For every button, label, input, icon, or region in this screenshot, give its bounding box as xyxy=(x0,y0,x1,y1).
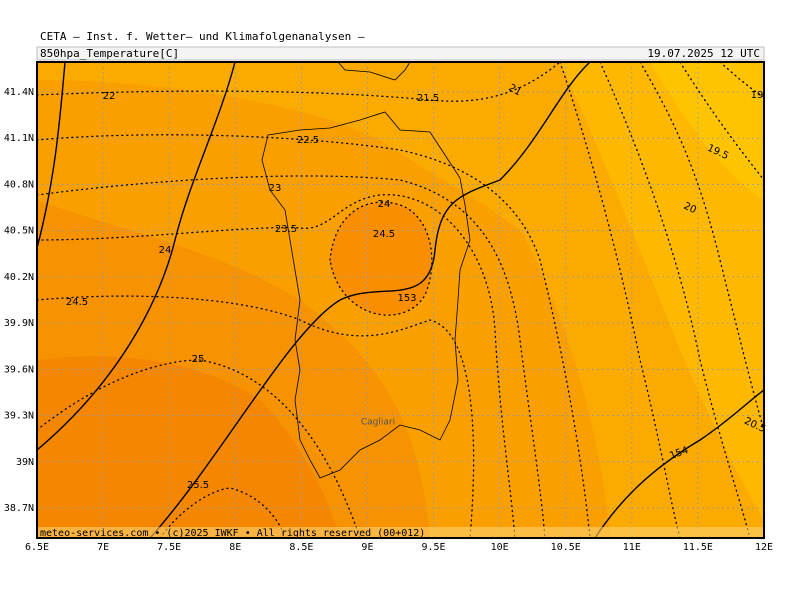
footer: meteo-services.com • (c)2025 IWKF • All … xyxy=(40,528,425,539)
y-tick-label: 39N xyxy=(16,457,34,468)
contour-label: 24 xyxy=(378,199,391,210)
y-tick-label: 40.8N xyxy=(4,179,34,190)
field-coolest xyxy=(650,62,764,200)
header-title: CETA — Inst. f. Wetter— und Klimafolgena… xyxy=(40,30,365,43)
coastline xyxy=(337,61,411,81)
x-tick-label: 9.5E xyxy=(421,542,445,553)
x-tick-label: 8E xyxy=(229,542,241,553)
contour xyxy=(559,61,681,539)
place-label: Cagliari xyxy=(361,418,395,428)
field-mid xyxy=(37,80,610,538)
x-tick-label: 9E xyxy=(361,542,373,553)
contour xyxy=(679,61,765,181)
contour-label: 20 xyxy=(682,201,698,216)
geopotential-line xyxy=(594,389,765,539)
contour-label: 22 xyxy=(103,91,116,102)
geopotential-line xyxy=(36,61,236,451)
contour-label: 25 xyxy=(192,354,205,365)
y-tick-label: 39.9N xyxy=(4,318,34,329)
contour xyxy=(36,61,561,102)
y-tick-label: 41.4N xyxy=(4,87,34,98)
contour xyxy=(36,194,516,539)
geopotential-line xyxy=(36,61,66,249)
y-tick-label: 40.5N xyxy=(4,226,34,237)
y-tick-label: 41.1N xyxy=(4,133,34,144)
field-warmest xyxy=(37,356,340,538)
geopotential-line xyxy=(149,61,591,539)
contour-label: 21.5 xyxy=(417,93,439,104)
contour xyxy=(36,134,591,539)
contour-label: 23 xyxy=(269,183,282,194)
contour xyxy=(329,201,433,316)
contour-label: 25.5 xyxy=(187,480,209,491)
variable: 850hpa_Temperature[C] xyxy=(40,47,179,60)
valid-time: 19.07.2025 12 UTC xyxy=(647,47,760,60)
contour-label: 19 xyxy=(751,90,764,101)
contour xyxy=(159,487,286,539)
contour-label: 24.5 xyxy=(66,297,88,308)
contour xyxy=(719,61,765,98)
contour-label: 23.5 xyxy=(275,224,297,235)
contour xyxy=(599,61,751,539)
field-cool xyxy=(560,62,764,520)
x-tick-label: 11.5E xyxy=(683,542,713,553)
coastline xyxy=(261,111,471,479)
contour-label: 24 xyxy=(159,245,172,256)
contour-label: 153 xyxy=(397,293,416,304)
y-tick-label: 40.2N xyxy=(4,272,34,283)
frame xyxy=(36,61,765,539)
contour xyxy=(36,295,475,539)
y-tick-label: 38.7N xyxy=(4,503,34,514)
contour xyxy=(36,359,361,539)
x-tick-label: 12E xyxy=(755,542,773,553)
x-tick-label: 7.5E xyxy=(157,542,181,553)
x-tick-label: 7E xyxy=(97,542,109,553)
x-tick-label: 8.5E xyxy=(289,542,313,553)
footer-bar xyxy=(37,527,764,538)
contour-label: 24.5 xyxy=(373,229,395,240)
contour xyxy=(639,61,765,431)
y-tick-label: 39.3N xyxy=(4,411,34,422)
header-bar xyxy=(36,46,765,61)
y-tick-label: 39.6N xyxy=(4,364,34,375)
x-tick-label: 6.5E xyxy=(25,542,49,553)
x-tick-label: 11E xyxy=(623,542,641,553)
contour-label: 22.5 xyxy=(297,135,319,146)
x-tick-label: 10E xyxy=(491,542,509,553)
field-warm-core xyxy=(330,202,432,316)
x-tick-label: 10.5E xyxy=(551,542,581,553)
